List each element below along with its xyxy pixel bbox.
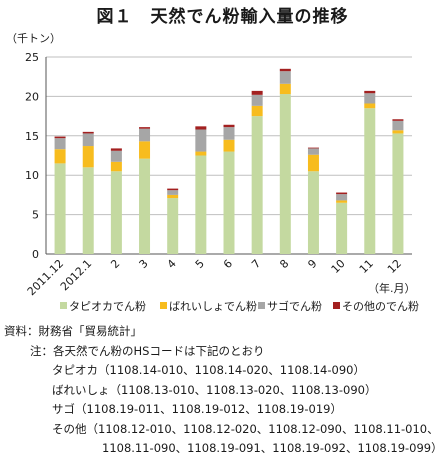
hs-code-potato: ばれいしょ（1108.13-010、1108.13-020、1108.13-09… <box>52 382 377 397</box>
bar-segment <box>223 127 235 140</box>
bar-segment <box>110 148 122 151</box>
bar-segment <box>307 171 319 254</box>
bar-segment <box>364 90 376 94</box>
x-tick-label: 4 <box>165 257 179 271</box>
x-tick-label: 2011.12 <box>25 257 66 298</box>
x-tick-label: 3 <box>137 257 151 271</box>
bar-segment <box>251 94 263 106</box>
bar-segment <box>223 151 235 254</box>
bar-segment <box>392 130 404 134</box>
bar-segment <box>392 133 404 254</box>
bar-segment <box>195 151 207 156</box>
bar-segment <box>251 116 263 254</box>
bar-segment <box>82 146 94 168</box>
bar-segment <box>279 71 291 84</box>
bar-segment <box>139 127 151 129</box>
bars <box>54 68 404 254</box>
bar-segment <box>167 198 179 254</box>
bar-segment <box>279 68 291 72</box>
bar-segment <box>307 154 319 172</box>
legend-swatch <box>258 302 265 309</box>
bar-segment <box>139 141 151 159</box>
source-note: 資料：財務省「貿易統計」 <box>4 324 142 338</box>
legend-label: その他のでん粉 <box>342 300 419 313</box>
legend-label: タピオカでん粉 <box>69 300 146 313</box>
bar-segment <box>223 124 235 128</box>
bar-segment <box>167 190 179 195</box>
x-axis-unit-label: （年.月） <box>368 281 416 295</box>
bar-segment <box>223 139 235 152</box>
hs-code-other-line2: 1108.11-090、1108.19-091、1108.19-092、1108… <box>102 441 443 455</box>
bar-segment <box>251 105 263 117</box>
bar-segment <box>195 126 207 130</box>
legend: タピオカでん粉 ばれいしょでん粉 サゴでん粉 その他のでん粉 <box>60 299 419 313</box>
legend-label: サゴでん粉 <box>267 299 322 313</box>
x-tick-label: 5 <box>193 257 207 271</box>
legend-swatch <box>160 302 167 309</box>
hs-code-note-heading: 注：各天然でん粉のHSコードは下記のとおり <box>30 343 265 358</box>
bar-segment <box>167 188 179 191</box>
bar-segment <box>307 148 319 155</box>
bar-segment <box>110 171 122 254</box>
bar-segment <box>279 83 291 95</box>
x-tick-label: 12 <box>385 257 404 276</box>
hs-code-sago: サゴ（1108.19-011、1108.19-012、1108.19-019） <box>52 402 342 416</box>
hs-code-other-line1: その他（1108.12-010、1108.12-020、1108.12-090、… <box>52 421 439 436</box>
bar-segment <box>167 194 179 199</box>
bar-segment <box>110 161 122 172</box>
x-tick-label: 6 <box>221 257 235 271</box>
x-tick-label: 2012.1 <box>58 257 94 293</box>
y-axis-unit-label: （千トン） <box>6 32 61 45</box>
chart-title: 図１ 天然でん粉輸入量の推移 <box>96 7 349 27</box>
bar-segment <box>195 129 207 152</box>
bar-segment <box>336 192 348 195</box>
x-tick-label: 7 <box>249 257 263 271</box>
legend-swatch <box>333 302 340 309</box>
x-tick-label: 2 <box>108 257 122 271</box>
bar-segment <box>195 155 207 254</box>
bar-segment <box>110 150 122 162</box>
y-tick-label: 20 <box>25 90 39 103</box>
y-tick-labels: 0 5 10 15 20 25 <box>25 51 39 261</box>
y-tick-label: 15 <box>25 130 39 143</box>
bar-segment <box>82 131 94 134</box>
legend-label: ばれいしょでん粉 <box>169 300 257 313</box>
bar-segment <box>336 200 348 203</box>
bar-segment <box>336 202 348 254</box>
bar-segment <box>54 138 66 150</box>
y-tick-label: 5 <box>32 209 39 222</box>
hs-code-tapioca: タピオカ（1108.14-010、1108.14-020、1108.14-090… <box>52 363 365 377</box>
x-tick-label: 8 <box>277 257 291 271</box>
bar-segment <box>139 158 151 254</box>
bar-segment <box>279 94 291 254</box>
x-tick-label: 11 <box>357 257 376 276</box>
bar-segment <box>364 108 376 254</box>
bar-segment <box>392 119 404 121</box>
notes: 資料：財務省「貿易統計」 注：各天然でん粉のHSコードは下記のとおり タピオカ（… <box>4 322 443 459</box>
bar-segment <box>307 147 319 149</box>
bar-segment <box>82 167 94 254</box>
bar-segment <box>364 93 376 104</box>
bar-segment <box>139 128 151 142</box>
bar-segment <box>336 194 348 201</box>
y-tick-label: 0 <box>32 248 39 261</box>
bar-segment <box>364 103 376 109</box>
bar-segment <box>54 136 66 139</box>
x-tick-label: 10 <box>329 257 348 276</box>
y-tick-label: 25 <box>25 51 39 64</box>
y-tick-label: 10 <box>25 169 39 182</box>
legend-swatch <box>60 302 67 309</box>
bar-segment <box>82 133 94 147</box>
bar-segment <box>392 120 404 131</box>
bar-segment <box>54 149 66 164</box>
bar-segment <box>54 163 66 254</box>
bar-segment <box>251 90 263 95</box>
x-tick-label: 9 <box>305 257 319 271</box>
